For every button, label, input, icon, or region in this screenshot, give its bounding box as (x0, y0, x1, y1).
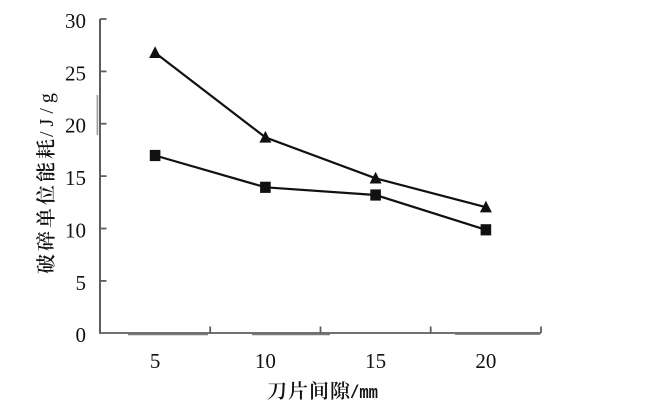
svg-text:30: 30 (65, 9, 86, 33)
svg-text:/J/g: /J/g (36, 88, 58, 137)
svg-text:5: 5 (76, 271, 87, 295)
svg-text:20: 20 (475, 349, 496, 373)
svg-text:10: 10 (255, 349, 276, 373)
svg-text:15: 15 (365, 349, 386, 373)
svg-text:/mm: /mm (350, 383, 378, 404)
svg-text:10: 10 (65, 219, 86, 243)
svg-text:5: 5 (150, 349, 161, 373)
svg-text:25: 25 (65, 61, 86, 85)
svg-text:0: 0 (76, 323, 87, 347)
svg-text:15: 15 (65, 166, 86, 190)
svg-text:20: 20 (65, 114, 86, 138)
